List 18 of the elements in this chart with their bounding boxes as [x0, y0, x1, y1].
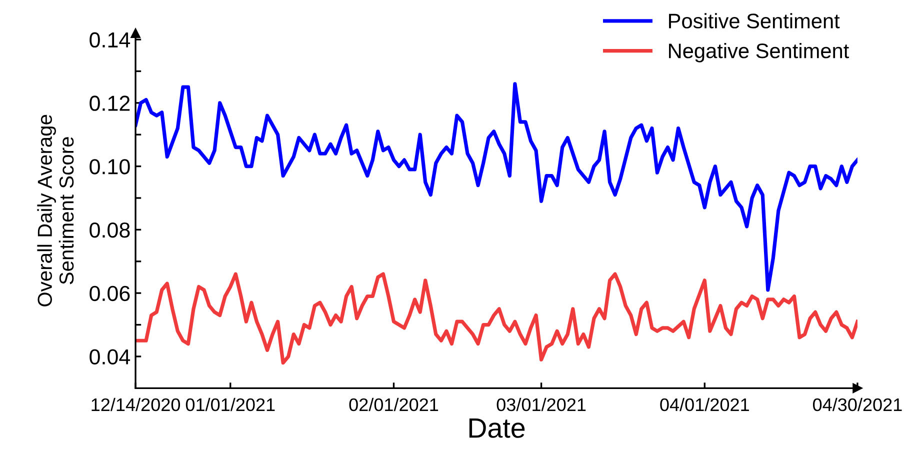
line-series: [136, 82, 858, 292]
y-tick-label: 0.04: [90, 349, 130, 364]
y-tick-label: 0.14: [90, 32, 130, 48]
x-tick-label: 01/01/2021: [186, 398, 275, 412]
x-tick-label: 04/01/2021: [660, 398, 749, 412]
y-axis-title: Overall Daily Average Sentiment Score: [37, 114, 74, 306]
x-tick-label: 04/30/2021: [812, 398, 902, 412]
x-tick-label: 02/01/2021: [349, 398, 438, 412]
x-tick-label: 03/01/2021: [496, 398, 586, 412]
legend-label: Negative Sentiment: [669, 42, 849, 62]
y-tick-label: 0.06: [90, 286, 130, 302]
x-tick-label: 12/14/2020: [92, 398, 180, 412]
y-tick-label: 0.08: [90, 222, 130, 238]
y-tick-label: 0.10: [90, 159, 130, 174]
line-series: [136, 272, 858, 365]
legend-label: Positive Sentiment: [669, 13, 840, 28]
y-tick-label: 0.12: [90, 96, 130, 111]
x-axis-title: Date: [469, 418, 525, 438]
